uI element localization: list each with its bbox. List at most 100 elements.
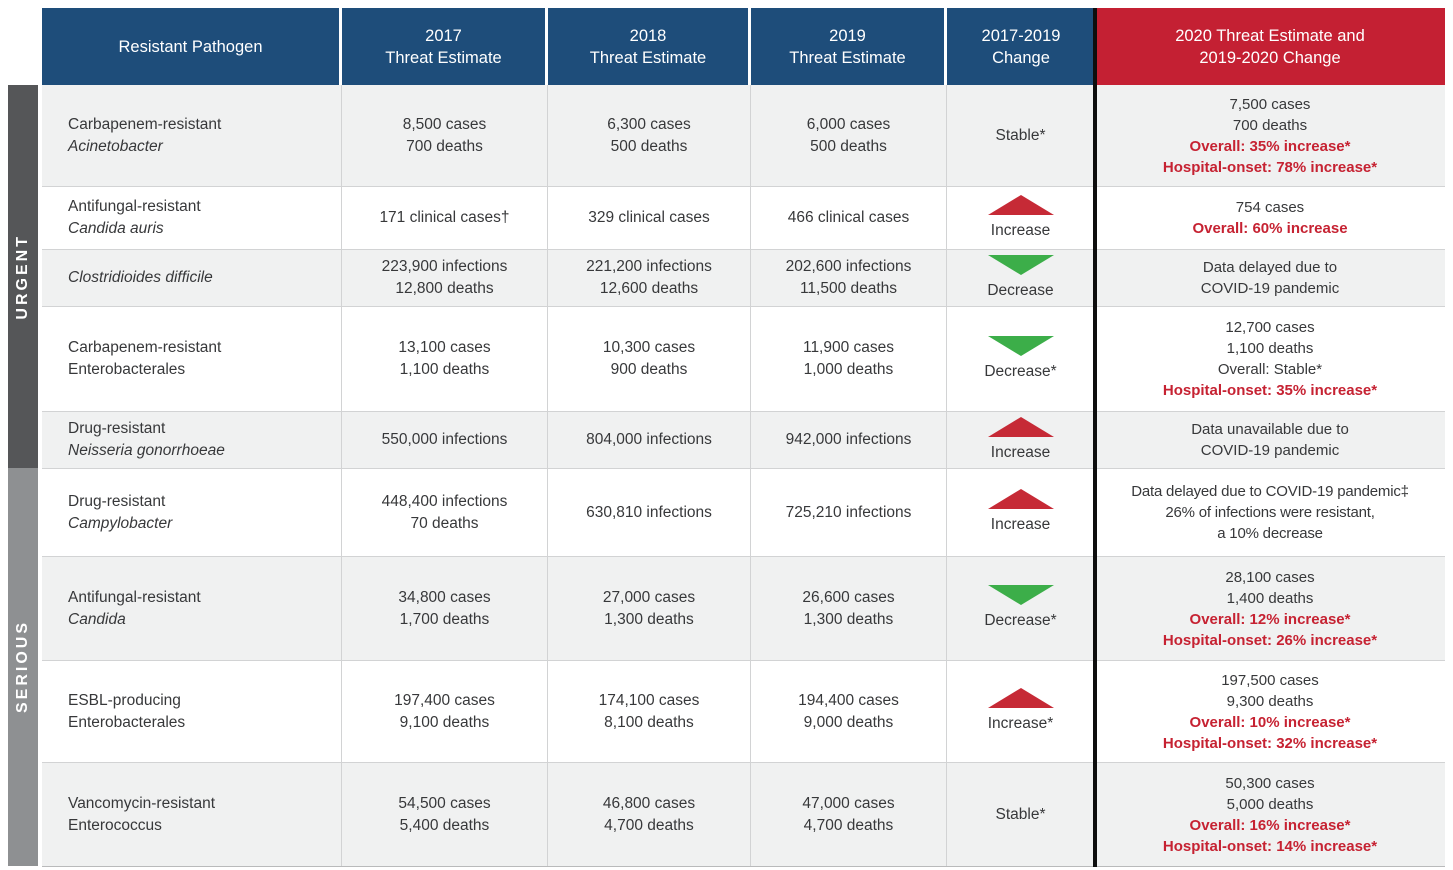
change-cell: Increase (947, 412, 1095, 468)
estimate-line: 500 deaths (610, 137, 688, 155)
pathogen-cell: Carbapenem-resistant Acinetobacter (42, 85, 342, 186)
estimate-2020-line: Overall: 10% increase* (1189, 713, 1351, 731)
estimate-line: 197,400 cases (394, 691, 495, 709)
pathogen-cell: Antifungal-resistant Candida (42, 557, 342, 660)
estimate-2020-line: 12,700 cases (1225, 319, 1315, 336)
estimate-2020-line: Overall: Stable* (1217, 361, 1323, 378)
estimate-line: 54,500 cases (398, 794, 491, 812)
estimate-2020-cell: 754 cases Overall: 60% increase (1095, 187, 1445, 249)
estimate-line: 9,000 deaths (803, 713, 894, 731)
column-header-2017-threat-estimate: 2017 Threat Estimate (342, 8, 548, 85)
estimate-line: 12,600 deaths (599, 280, 699, 297)
estimate-2019-cell: 942,000 infections (751, 412, 947, 468)
estimate-line: 466 clinical cases (787, 209, 910, 226)
table-row: Carbapenem-resistant Acinetobacter 8,500 c… (42, 85, 1445, 186)
change-label: Decrease* (984, 362, 1057, 380)
estimate-line: 70 deaths (410, 514, 479, 532)
pathogen-name: Candida (68, 610, 126, 628)
estimate-line: 700 deaths (406, 137, 483, 155)
estimate-2019-cell: 11,900 cases 1,000 deaths (751, 307, 947, 411)
increase-triangle-icon (987, 688, 1054, 708)
estimate-2020-cell: 12,700 cases 1,100 deaths Overall: Stable*… (1095, 307, 1445, 411)
column-header-2017-2019-change: 2017-2019 Change (947, 8, 1095, 85)
estimate-2020-line: Overall: 16% increase* (1189, 816, 1351, 834)
estimate-2020-line: 26% of infections were resistant, (1165, 504, 1375, 521)
estimate-line: 11,900 cases (802, 339, 895, 356)
pathogen-cell: Carbapenem-resistant Enterobacterales (42, 307, 342, 411)
estimate-line: 1,100 deaths (399, 361, 490, 378)
estimate-line: 174,100 cases (598, 691, 700, 709)
urgent-group-bar: URGENT (8, 85, 38, 468)
estimate-2020-line: Data delayed due to (1202, 259, 1338, 276)
estimate-2017-cell: 197,400 cases 9,100 deaths (342, 661, 548, 762)
column-header-2019-threat-estimate: 2019 Threat Estimate (751, 8, 947, 85)
estimate-line: 10,300 cases (602, 339, 696, 356)
estimate-2020-cell: 28,100 cases 1,400 deaths Overall: 12% inc… (1095, 557, 1445, 660)
pathogen-cell: Clostridioides difficile (42, 250, 342, 306)
change-label: Decrease (987, 281, 1054, 299)
estimate-2020-cell: 7,500 cases 700 deaths Overall: 35% increa… (1095, 85, 1445, 186)
change-label: Increase* (987, 715, 1054, 732)
estimate-line: 26,600 cases (802, 588, 895, 606)
estimate-2020-line: COVID-19 pandemic (1200, 280, 1340, 297)
serious-group-bar: SERIOUS (8, 468, 38, 866)
estimate-2020-cell: 197,500 cases 9,300 deaths Overall: 10% in… (1095, 661, 1445, 762)
pathogen-cell: Drug-resistant Neisseria gonorrhoeae (42, 412, 342, 468)
estimate-2020-line: Hospital-onset: 32% increase* (1162, 734, 1378, 752)
estimate-2018-cell: 630,810 infections (548, 469, 751, 556)
estimate-2017-cell: 448,400 infections 70 deaths (342, 469, 548, 556)
pathogen-cell: Drug-resistant Campylobacter (42, 469, 342, 556)
estimate-2020-cell: Data delayed due to COVID-19 pandemic‡ 26… (1095, 469, 1445, 556)
pathogen-name: Clostridioides difficile (68, 269, 213, 286)
estimate-line: 13,100 cases (398, 339, 491, 356)
pathogen-cell: Antifungal-resistant Candida auris (42, 187, 342, 249)
estimate-line: 8,500 cases (402, 115, 487, 133)
change-cell: Increase (947, 469, 1095, 556)
estimate-2017-cell: 8,500 cases 700 deaths (342, 85, 548, 186)
estimate-2020-cell: Data unavailable due to COVID-19 pandemic (1095, 412, 1445, 468)
change-label: Decrease* (984, 612, 1057, 629)
estimate-line: 804,000 infections (586, 431, 712, 448)
decrease-triangle-icon (987, 335, 1054, 356)
change-cell: Increase (947, 187, 1095, 249)
estimate-2020-line: Hospital-onset: 78% increase* (1162, 158, 1378, 176)
estimate-2017-cell: 13,100 cases 1,100 deaths (342, 307, 548, 411)
estimate-line: 4,700 deaths (604, 816, 694, 834)
decrease-triangle-icon (987, 585, 1054, 605)
pathogen-name: Enterobacterales (68, 713, 186, 731)
estimate-2019-cell: 725,210 infections (751, 469, 947, 556)
change-cell: Decrease* (947, 307, 1095, 411)
estimate-2020-line: 7,500 cases (1229, 95, 1311, 113)
table-header-row: Resistant Pathogen 2017 Threat Estimate … (42, 8, 1445, 85)
change-label: Increase (990, 443, 1051, 461)
estimate-2020-line: Hospital-onset: 35% increase* (1162, 382, 1378, 399)
estimate-2019-cell: 47,000 cases 4,700 deaths (751, 763, 947, 866)
estimate-2018-cell: 174,100 cases 8,100 deaths (548, 661, 751, 762)
estimate-line: 1,300 deaths (803, 610, 894, 628)
estimate-2019-cell: 6,000 cases 500 deaths (751, 85, 947, 186)
estimate-line: 171 clinical cases† (379, 209, 510, 226)
estimate-2020-line: 1,100 deaths (1226, 340, 1314, 357)
estimate-line: 8,100 deaths (604, 713, 694, 731)
estimate-2018-cell: 10,300 cases 900 deaths (548, 307, 751, 411)
estimate-2017-cell: 550,000 infections (342, 412, 548, 468)
increase-triangle-icon (987, 416, 1054, 437)
estimate-line: 46,800 cases (602, 794, 696, 812)
urgent-group-label: URGENT (14, 233, 31, 320)
estimate-line: 900 deaths (610, 361, 688, 378)
table-row: ESBL-producing Enterobacterales 197,400 ca… (42, 660, 1445, 762)
estimate-line: 942,000 infections (785, 431, 912, 448)
header-line: Threat Estimate (789, 48, 906, 67)
estimate-line: 1,700 deaths (399, 610, 490, 628)
header-line: Threat Estimate (385, 48, 502, 67)
pathogen-name: Carbapenem-resistant (68, 339, 222, 356)
header-line: 2019 (829, 26, 866, 45)
estimate-line: 6,300 cases (607, 115, 691, 133)
estimate-2020-line: 700 deaths (1232, 116, 1308, 134)
estimate-2019-cell: 194,400 cases 9,000 deaths (751, 661, 947, 762)
estimate-line: 34,800 cases (398, 588, 491, 606)
change-cell: Decrease* (947, 557, 1095, 660)
pathogen-name: Neisseria gonorrhoeae (68, 442, 225, 459)
table-row: Carbapenem-resistant Enterobacterales 13,1… (42, 306, 1445, 411)
